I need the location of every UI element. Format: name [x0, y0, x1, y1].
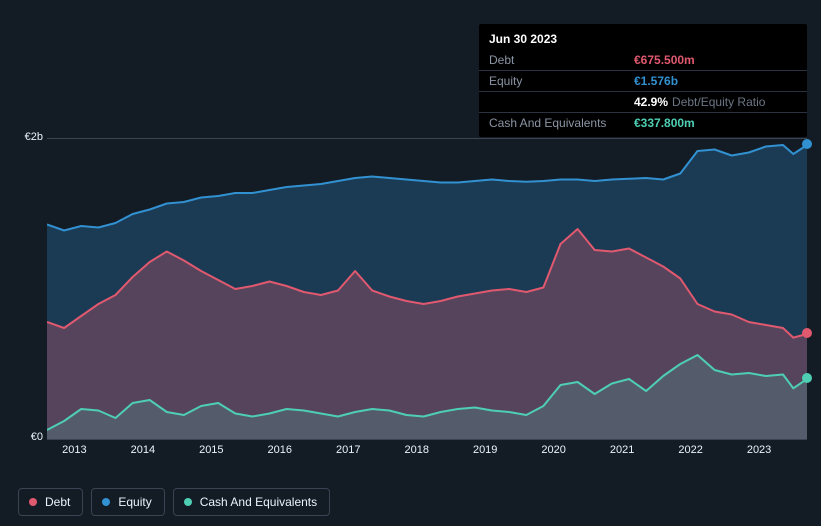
tooltip-value: €1.576b: [634, 73, 678, 89]
tooltip-value: €675.500m: [634, 52, 695, 68]
x-tick-label: 2013: [62, 444, 86, 456]
x-tick-label: 2019: [473, 444, 497, 456]
legend-label: Debt: [45, 495, 70, 509]
legend-dot-icon: [29, 498, 37, 506]
tooltip-value: 42.9%: [634, 94, 668, 110]
x-tick-label: 2016: [268, 444, 292, 456]
tooltip-row: Cash And Equivalents€337.800m: [479, 113, 807, 133]
tooltip-value: €337.800m: [634, 115, 695, 131]
legend-dot-icon: [184, 498, 192, 506]
legend-dot-icon: [102, 498, 110, 506]
marker-cash: [802, 373, 812, 383]
x-tick-label: 2023: [747, 444, 771, 456]
legend: Debt Equity Cash And Equivalents: [18, 488, 330, 516]
tooltip-row: Equity€1.576b: [479, 71, 807, 92]
x-tick-label: 2014: [131, 444, 155, 456]
legend-item[interactable]: Equity: [91, 488, 164, 516]
marker-debt: [802, 328, 812, 338]
y-tick-label: €0: [31, 431, 43, 443]
x-tick-label: 2017: [336, 444, 360, 456]
legend-item[interactable]: Debt: [18, 488, 83, 516]
chart-plot-area[interactable]: [47, 138, 807, 440]
tooltip-suffix: Debt/Equity Ratio: [672, 94, 765, 110]
x-tick-label: 2015: [199, 444, 223, 456]
tooltip-row: Debt€675.500m: [479, 50, 807, 71]
tooltip-date: Jun 30 2023: [479, 28, 807, 50]
marker-equity: [802, 139, 812, 149]
tooltip-key: [489, 94, 634, 110]
tooltip-key: Debt: [489, 52, 634, 68]
legend-item[interactable]: Cash And Equivalents: [173, 488, 330, 516]
x-tick-label: 2018: [404, 444, 428, 456]
legend-label: Equity: [118, 495, 151, 509]
legend-label: Cash And Equivalents: [200, 495, 317, 509]
chart-svg: [47, 139, 807, 439]
tooltip-key: Cash And Equivalents: [489, 115, 634, 131]
x-tick-label: 2022: [678, 444, 702, 456]
chart-container: Jun 30 2023 Debt€675.500mEquity€1.576b42…: [0, 0, 821, 526]
value-tooltip: Jun 30 2023 Debt€675.500mEquity€1.576b42…: [479, 24, 807, 137]
tooltip-row: 42.9%Debt/Equity Ratio: [479, 92, 807, 113]
x-tick-label: 2020: [541, 444, 565, 456]
y-tick-label: €2b: [25, 131, 43, 143]
x-tick-label: 2021: [610, 444, 634, 456]
tooltip-key: Equity: [489, 73, 634, 89]
